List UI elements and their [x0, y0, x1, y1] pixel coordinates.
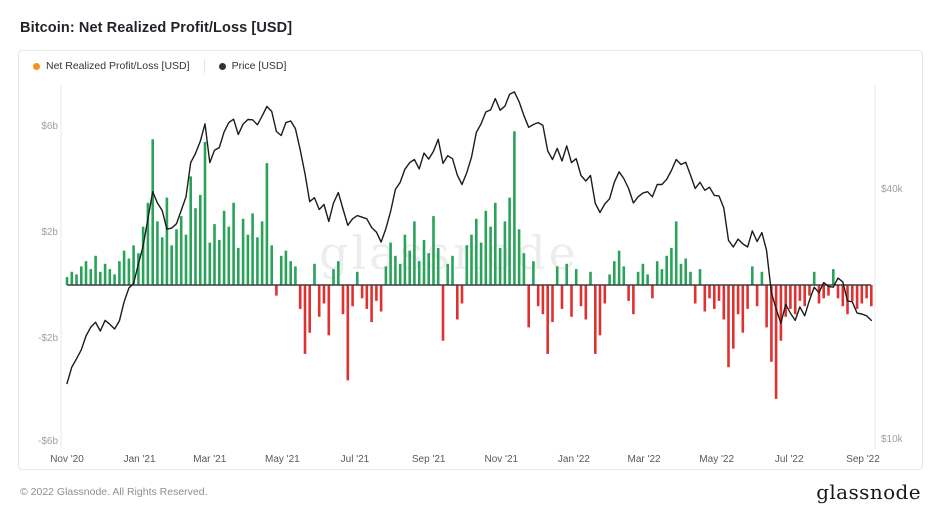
left-axis-tick: $6b — [41, 121, 58, 132]
x-axis-tick: Nov '20 — [50, 454, 84, 465]
x-axis-tick: Jan '21 — [124, 454, 156, 465]
right-axis-tick: $40k — [881, 184, 904, 195]
x-axis-tick: Sep '22 — [846, 454, 880, 465]
left-axis-tick: -$2b — [38, 333, 58, 344]
x-axis-tick: Jan '22 — [558, 454, 590, 465]
left-axis-tick: $2b — [41, 227, 58, 238]
footer-copyright: © 2022 Glassnode. All Rights Reserved. — [20, 486, 208, 498]
page-title: Bitcoin: Net Realized Profit/Loss [USD] — [20, 20, 293, 36]
legend-dot-orange-icon — [33, 62, 40, 70]
footer: © 2022 Glassnode. All Rights Reserved. g… — [0, 470, 941, 504]
nrpl-bars — [65, 131, 873, 399]
x-axis-tick: Nov '21 — [484, 454, 518, 465]
legend-divider — [203, 59, 205, 73]
legend-item-price[interactable]: Price [USD] — [218, 60, 287, 72]
legend-label-net-realized: Net Realized Profit/Loss [USD] — [46, 60, 190, 72]
x-axis-tick: May '21 — [265, 454, 300, 465]
glassnode-logo[interactable]: glassnode — [816, 480, 921, 504]
legend-item-net-realized[interactable]: Net Realized Profit/Loss [USD] — [33, 60, 190, 72]
legend-label-price: Price [USD] — [231, 60, 287, 72]
x-axis-tick: Jul '22 — [775, 454, 804, 465]
right-axis-tick: $10k — [881, 434, 904, 445]
price-line — [66, 91, 872, 385]
legend-dot-dark-icon — [218, 62, 226, 70]
chart-legend: Net Realized Profit/Loss [USD] Price [US… — [19, 51, 922, 81]
x-axis-tick: Mar '22 — [628, 454, 661, 465]
left-axis-tick: -$6b — [38, 436, 58, 447]
x-axis-tick: May '22 — [699, 454, 734, 465]
x-axis-tick: Jul '21 — [341, 454, 370, 465]
chart-card: Net Realized Profit/Loss [USD] Price [US… — [18, 50, 923, 470]
x-axis-tick: Mar '21 — [193, 454, 226, 465]
x-axis-tick: Sep '21 — [412, 454, 446, 465]
